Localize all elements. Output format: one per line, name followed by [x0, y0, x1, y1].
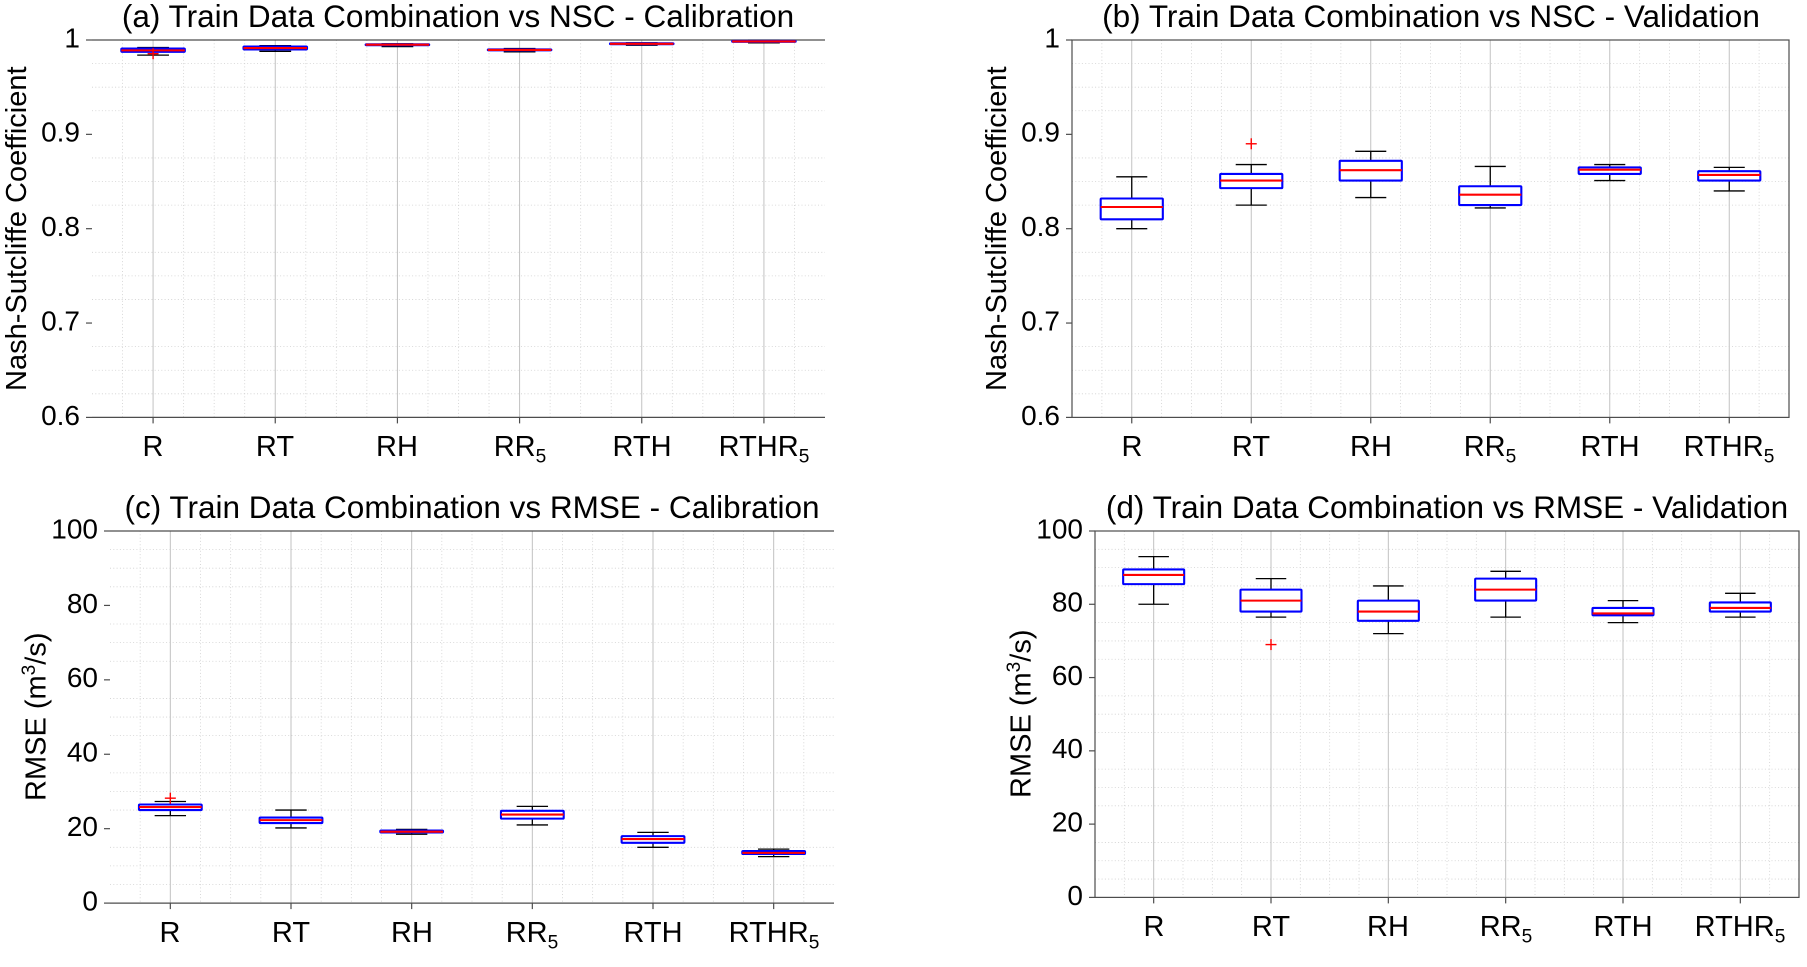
svg-text:20: 20	[1052, 807, 1083, 838]
svg-text:0.9: 0.9	[1021, 117, 1060, 148]
svg-text:20: 20	[67, 811, 98, 842]
svg-text:40: 40	[1052, 733, 1083, 764]
svg-text:0.7: 0.7	[41, 305, 80, 336]
svg-text:80: 80	[67, 588, 98, 619]
svg-text:0: 0	[82, 885, 98, 916]
svg-text:0.9: 0.9	[41, 117, 80, 148]
svg-text:60: 60	[1052, 660, 1083, 691]
svg-text:0: 0	[1067, 880, 1083, 911]
svg-text:80: 80	[1052, 587, 1083, 618]
svg-text:0.7: 0.7	[1021, 305, 1060, 336]
svg-text:60: 60	[67, 662, 98, 693]
svg-text:0.6: 0.6	[41, 400, 80, 431]
svg-text:40: 40	[67, 737, 98, 768]
svg-text:0.6: 0.6	[1021, 400, 1060, 431]
svg-text:0.8: 0.8	[1021, 211, 1060, 242]
svg-text:0.8: 0.8	[41, 211, 80, 242]
